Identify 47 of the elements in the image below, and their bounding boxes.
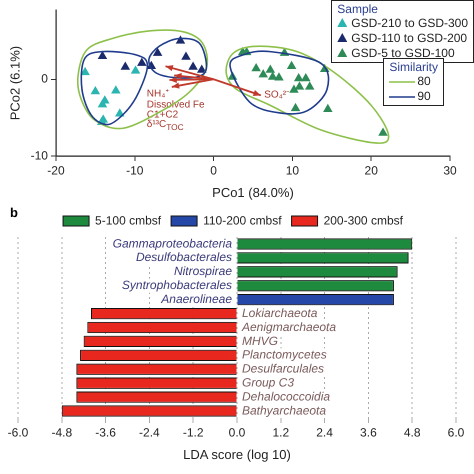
text: b	[10, 205, 18, 220]
x-tick-label: 2.4	[316, 426, 334, 440]
annotation: 90	[417, 89, 431, 103]
x-tick-label: 6.0	[448, 426, 465, 440]
y-tick-label: Desulfobacterales	[136, 250, 232, 264]
legend-title: Sample	[337, 2, 379, 16]
annotation: Similarity	[389, 60, 438, 74]
x-tick-label: 4.8	[404, 426, 421, 440]
annotation: NH₄⁺	[146, 88, 170, 100]
y-axis-title: PCo2 (6.1%)	[7, 46, 22, 120]
y-tick-label: Anaerolineae	[160, 292, 232, 306]
x-tick-label: -6.0	[8, 426, 29, 440]
legend-label: GSD-110 to GSD-200	[351, 31, 468, 45]
x-tick-label: 0	[210, 164, 218, 178]
x-tick-label: -20	[47, 164, 65, 178]
x-axis-title: LDA score (log 10)	[183, 446, 291, 462]
y-tick-label: Lokiarchaeota	[242, 306, 318, 320]
x-tick-label: 30	[443, 164, 457, 178]
legend-label: GSD-5 to GSD-100	[351, 46, 455, 60]
annotation: 80	[417, 74, 431, 88]
legend-label: 200-300 cmbsf	[324, 213, 404, 228]
x-tick-label: 3.6	[360, 426, 378, 440]
y-tick-label: Aenigmarchaeota	[241, 320, 336, 334]
y-tick-label: MHVG	[242, 334, 278, 348]
y-tick-label: Planctomycetes	[242, 348, 327, 362]
y-tick-label: Bathyarchaeota	[242, 403, 326, 418]
y-tick-label: Syntrophobacterales	[122, 278, 232, 292]
annotation: SO₄²⁻	[263, 89, 290, 100]
x-tick-label: -1.2	[182, 426, 204, 440]
x-tick-label: 10	[286, 164, 300, 178]
legend-label: 110-200 cmbsf	[203, 213, 282, 228]
x-axis-title: PCo1 (84.0%)	[212, 184, 294, 200]
y-tick-label: Nitrospirae	[174, 264, 232, 278]
y-tick-label: Group C3	[242, 376, 294, 390]
x-tick-label: -3.6	[95, 426, 116, 440]
y-tick-label: Gammaproteobacteria	[112, 236, 232, 250]
x-tick-label: 1.2	[272, 426, 290, 440]
y-tick-label: Dehalococcoidia	[242, 389, 330, 404]
x-tick-label: 20	[364, 164, 378, 178]
y-tick-label: Desulfarculales	[242, 362, 324, 376]
x-tick-label: -2.4	[139, 426, 160, 440]
legend-label: GSD-210 to GSD-300	[351, 16, 468, 30]
annotation: δ¹³C$_{TOC}$	[146, 119, 185, 134]
legend-label: 5-100 cmbsf	[95, 213, 162, 228]
x-tick-label: -10	[126, 164, 144, 178]
x-tick-label: 0.0	[228, 426, 246, 440]
x-tick-label: -4.8	[51, 426, 72, 440]
